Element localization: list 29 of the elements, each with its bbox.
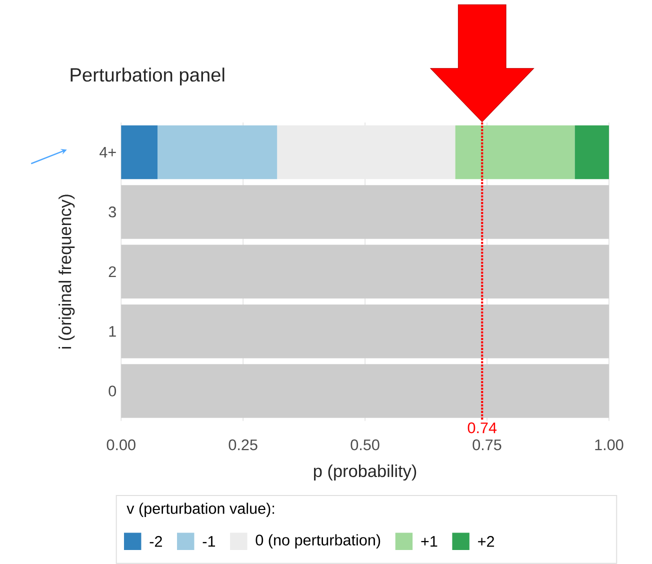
- chart-title: Perturbation panel: [70, 67, 224, 86]
- bar: [277, 125, 456, 179]
- bar: [121, 364, 609, 418]
- legend-title: v (perturbation value):: [126, 502, 274, 517]
- x-tick-label: 1.00: [595, 439, 624, 450]
- bar: [121, 244, 609, 298]
- y-tick-label: 1: [109, 326, 116, 336]
- y-tick-label: 3: [108, 206, 116, 218]
- y-tick-label: 0: [108, 385, 116, 396]
- x-tick-label: 0.00: [106, 439, 136, 450]
- legend-label: 0 (no perturbation): [256, 534, 380, 548]
- legend-label: +2: [478, 536, 494, 547]
- bar: [574, 125, 609, 179]
- bar: [455, 125, 575, 179]
- bar: [121, 304, 609, 358]
- legend-label: +1: [421, 536, 438, 546]
- x-axis-title: p (probability): [314, 464, 416, 480]
- x-tick-label: 0.75: [472, 439, 502, 450]
- legend-label: -1: [202, 536, 215, 546]
- y-axis-title: i (original frequency): [58, 194, 75, 348]
- x-tick-label: 0.50: [350, 439, 380, 450]
- bar: [121, 125, 158, 179]
- legend-label: -2: [150, 536, 162, 547]
- y-tick-label: 2: [108, 266, 116, 277]
- ref-line-label: 0.74: [468, 422, 497, 434]
- x-tick-label: 0.25: [228, 439, 258, 450]
- bar: [121, 184, 609, 239]
- y-tick-label: 4+: [100, 146, 116, 158]
- bar: [158, 125, 278, 179]
